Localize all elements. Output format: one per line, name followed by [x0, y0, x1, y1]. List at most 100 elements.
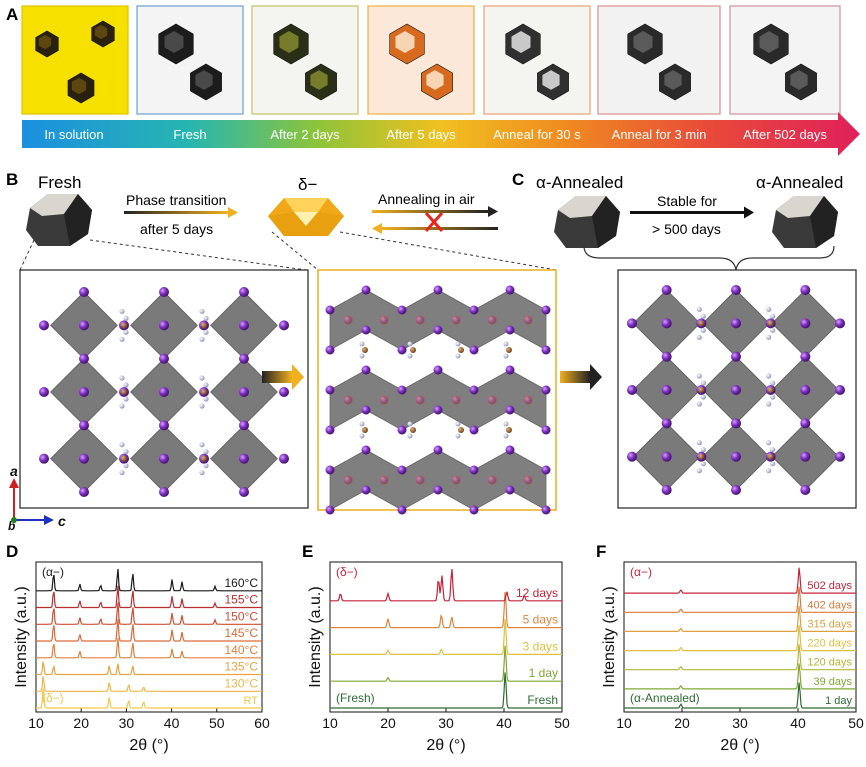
crystal-facet	[542, 70, 560, 90]
atom	[770, 447, 776, 453]
cation	[415, 475, 425, 485]
alpha-crystal-right	[772, 196, 838, 248]
atom	[239, 353, 249, 364]
crystal-facet	[94, 24, 108, 40]
atom	[541, 305, 551, 315]
atom	[361, 485, 371, 495]
atom	[239, 487, 249, 497]
cation	[379, 475, 389, 485]
atom	[541, 465, 551, 475]
series-line	[36, 676, 262, 692]
atom	[433, 325, 443, 335]
atom	[239, 320, 249, 331]
x-tick-label: 20	[674, 715, 690, 731]
crystal-facet	[790, 70, 808, 90]
tag-top: (α−)	[630, 565, 652, 579]
atom	[279, 387, 289, 397]
x-tick-label: 60	[254, 715, 270, 731]
atom	[767, 453, 774, 460]
tag-bottom: (δ−)	[42, 691, 64, 705]
atom	[201, 389, 207, 395]
tag-bottom: (Fresh)	[336, 691, 375, 705]
atom	[203, 329, 209, 335]
atom	[731, 285, 741, 295]
duration-text: > 500 days	[652, 221, 721, 237]
atom	[455, 433, 461, 439]
photo-frame	[367, 5, 475, 115]
atom	[119, 403, 125, 409]
atom	[696, 440, 702, 446]
atom	[800, 285, 811, 295]
atom	[503, 421, 509, 427]
atom	[201, 322, 207, 329]
fresh-label: Fresh	[38, 173, 81, 192]
atom	[731, 485, 741, 495]
atom	[433, 445, 443, 455]
panel-label-a: A	[6, 5, 18, 24]
photo-3	[251, 5, 359, 115]
series-line	[36, 638, 262, 659]
crystal-facet	[633, 31, 653, 53]
atom	[766, 468, 772, 474]
annealing-text: Annealing in air	[378, 191, 475, 207]
atom	[121, 322, 127, 329]
atom	[766, 373, 772, 379]
atom	[505, 445, 515, 455]
atom	[698, 387, 705, 393]
atom	[835, 385, 845, 395]
atom	[661, 418, 672, 429]
atom	[696, 306, 702, 312]
atom	[361, 405, 371, 415]
cation	[343, 475, 353, 485]
cation	[487, 395, 497, 405]
crystal-facet	[195, 70, 213, 90]
atom	[325, 505, 335, 515]
atom	[766, 440, 772, 446]
atom	[79, 453, 89, 464]
crystal-facet	[664, 70, 682, 90]
series-line	[330, 645, 562, 682]
atom	[159, 353, 169, 364]
atom	[661, 385, 672, 395]
series-label: 1 day	[825, 695, 852, 707]
atom	[503, 433, 509, 439]
atom	[325, 345, 335, 355]
atom	[506, 347, 512, 353]
y-axis-label: Intensity (a.u.)	[13, 586, 30, 687]
atom	[199, 336, 205, 342]
atom	[766, 401, 772, 407]
x-tick-label: 30	[732, 715, 748, 731]
atom	[469, 425, 479, 435]
series-line	[36, 568, 262, 592]
atom	[455, 353, 461, 359]
timeline-bar	[22, 112, 860, 156]
atom	[199, 308, 205, 314]
atom	[123, 449, 129, 455]
atom	[767, 387, 774, 393]
cation	[379, 395, 389, 405]
alpha-annealed-left-label: α-Annealed	[536, 173, 623, 192]
atom	[731, 451, 741, 462]
atom	[199, 442, 205, 448]
chart-f: 10 20 30 40 50 2θ (°) Intensity (a.u.) 1 day 39 …	[601, 561, 864, 754]
zoom-lines	[19, 231, 557, 271]
photo-1	[21, 5, 129, 115]
atom	[505, 365, 515, 375]
series-label: 220 days	[807, 638, 852, 650]
photo-frame	[597, 5, 721, 115]
atom	[203, 396, 209, 402]
atom	[505, 405, 515, 415]
atom	[123, 382, 129, 388]
atom	[123, 329, 129, 335]
atom	[359, 421, 365, 427]
x-tick-label: 40	[790, 715, 806, 731]
atom	[119, 308, 125, 314]
atom	[458, 347, 464, 353]
atom	[835, 318, 845, 329]
atom	[121, 389, 127, 395]
atom	[800, 451, 811, 462]
series-line	[36, 619, 262, 642]
atom	[800, 485, 811, 495]
structure-delta	[325, 285, 551, 515]
